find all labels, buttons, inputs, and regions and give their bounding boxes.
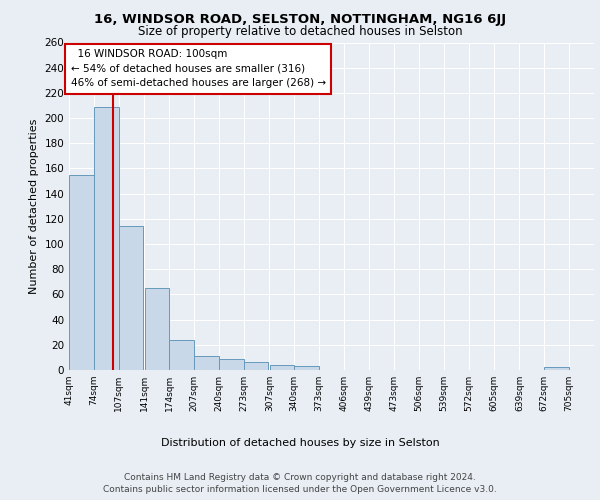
Text: Distribution of detached houses by size in Selston: Distribution of detached houses by size … (161, 438, 439, 448)
Bar (169, 340, 194, 370)
Text: Contains public sector information licensed under the Open Government Licence v3: Contains public sector information licen… (103, 485, 497, 494)
Bar (544, 368, 569, 370)
Bar (295, 366, 319, 370)
Bar (119, 226, 143, 370)
Text: 16, WINDSOR ROAD, SELSTON, NOTTINGHAM, NG16 6JJ: 16, WINDSOR ROAD, SELSTON, NOTTINGHAM, N… (94, 12, 506, 26)
Bar (194, 356, 219, 370)
Text: Contains HM Land Registry data © Crown copyright and database right 2024.: Contains HM Land Registry data © Crown c… (124, 472, 476, 482)
Bar (269, 365, 294, 370)
Bar (219, 358, 244, 370)
Y-axis label: Number of detached properties: Number of detached properties (29, 118, 39, 294)
Text: Size of property relative to detached houses in Selston: Size of property relative to detached ho… (137, 25, 463, 38)
Bar (69, 175, 94, 370)
Bar (244, 362, 268, 370)
Bar (94, 106, 119, 370)
Text: 16 WINDSOR ROAD: 100sqm  
← 54% of detached houses are smaller (316)
46% of semi: 16 WINDSOR ROAD: 100sqm ← 54% of detache… (71, 49, 326, 88)
Bar (145, 288, 169, 370)
